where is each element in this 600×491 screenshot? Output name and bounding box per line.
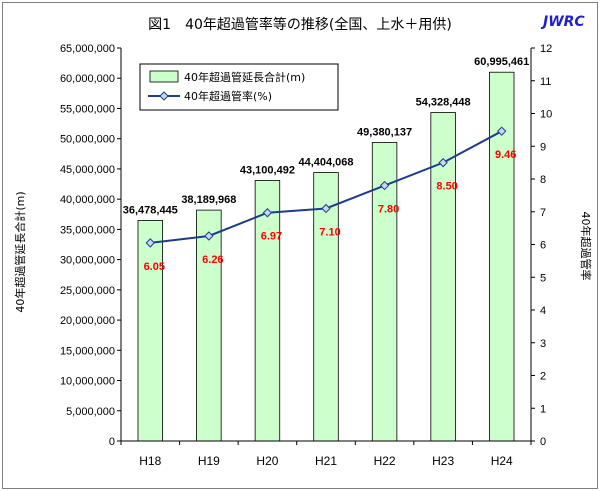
rate-point — [497, 126, 507, 136]
bar — [371, 142, 398, 442]
bar-value-label: 38,189,968 — [181, 194, 236, 206]
y-right-tick-label: 2 — [540, 371, 546, 383]
y-left-tick-label: 20,000,000 — [60, 315, 115, 327]
legend-bar-label: 40年超過管延長合計(m) — [184, 70, 305, 84]
y-right-tick-label: 4 — [540, 305, 546, 317]
bar-value-label: 49,380,137 — [357, 126, 412, 138]
y-left-tick-label: 30,000,000 — [60, 255, 115, 267]
y-left-tick-label: 0 — [109, 436, 115, 448]
x-tick-label: H19 — [198, 454, 220, 468]
y-right-tick-label: 5 — [540, 272, 546, 284]
y-left-tick-label: 40,000,000 — [60, 194, 115, 206]
rate-point — [204, 231, 214, 241]
bar — [254, 180, 281, 442]
rate-point — [379, 180, 390, 191]
y-left-tick-label: 15,000,000 — [60, 345, 115, 357]
rate-value-label: 6.05 — [144, 261, 165, 273]
x-tick-label: H22 — [374, 454, 396, 468]
y-right-tick-label: 7 — [540, 207, 546, 219]
y-right-tick-label: 10 — [540, 109, 552, 121]
bar — [196, 209, 222, 442]
y-right-tick-label: 6 — [540, 240, 546, 252]
y-right-tick-label: 1 — [540, 403, 546, 415]
y-right-tick-label: 9 — [540, 141, 546, 153]
legend: 40年超過管延長合計(m) 40年超過管率(%) — [139, 63, 339, 111]
x-tick-label: H21 — [315, 454, 337, 468]
bar — [137, 220, 163, 442]
y-left-tick-label: 50,000,000 — [60, 134, 115, 146]
x-tick-label: H23 — [432, 454, 454, 468]
bar-value-label: 36,478,445 — [123, 204, 178, 216]
y-left-tick-label: 35,000,000 — [60, 224, 115, 236]
y-left-tick-label: 45,000,000 — [60, 164, 115, 176]
legend-line-marker — [159, 91, 169, 101]
rate-value-label: 6.97 — [261, 231, 282, 243]
bar-value-label: 43,100,492 — [240, 164, 295, 176]
x-tick-label: H24 — [491, 454, 513, 468]
y-right-tick-label: 3 — [540, 338, 546, 350]
rate-value-label: 7.10 — [319, 226, 340, 238]
y-left-tick-label: 55,000,000 — [60, 103, 115, 115]
x-tick-label: H20 — [256, 454, 278, 468]
x-tick-label: H18 — [139, 454, 161, 468]
y-left-tick-label: 10,000,000 — [60, 376, 115, 388]
legend-bar-swatch — [149, 70, 179, 83]
y-right-tick-label: 8 — [540, 174, 546, 186]
y-right-tick-label: 0 — [540, 436, 546, 448]
y-right-tick-label: 12 — [540, 43, 552, 55]
rate-value-label: 6.26 — [202, 254, 223, 266]
y-right-tick-label: 11 — [540, 76, 551, 88]
y-left-tick-label: 65,000,000 — [60, 43, 115, 55]
y-left-tick-label: 5,000,000 — [66, 406, 115, 418]
rate-value-label: 9.46 — [495, 149, 516, 161]
bar-value-label: 60,995,461 — [474, 56, 529, 68]
y-axis-left-label: 40年超過管延長合計(m) — [13, 191, 27, 312]
y-left-tick-label: 60,000,000 — [60, 73, 115, 85]
rate-point — [262, 208, 273, 218]
bar-value-label: 44,404,068 — [298, 157, 353, 169]
y-axis-right-label: 40年超過管率 — [579, 212, 593, 281]
rate-value-label: 7.80 — [378, 204, 399, 216]
rate-point — [321, 203, 331, 214]
chart-title: 図1 40年超過管率等の推移(全国、上水＋用供) — [148, 17, 452, 33]
legend-line-label: 40年超過管率(%) — [184, 89, 272, 103]
bar-value-label: 54,328,448 — [416, 97, 471, 109]
bar — [313, 172, 339, 442]
rate-value-label: 8.50 — [436, 181, 457, 193]
brand-logo: JWRC — [543, 14, 585, 30]
y-left-tick-label: 25,000,000 — [60, 285, 115, 297]
rate-point — [145, 238, 155, 248]
rate-point — [438, 157, 448, 168]
